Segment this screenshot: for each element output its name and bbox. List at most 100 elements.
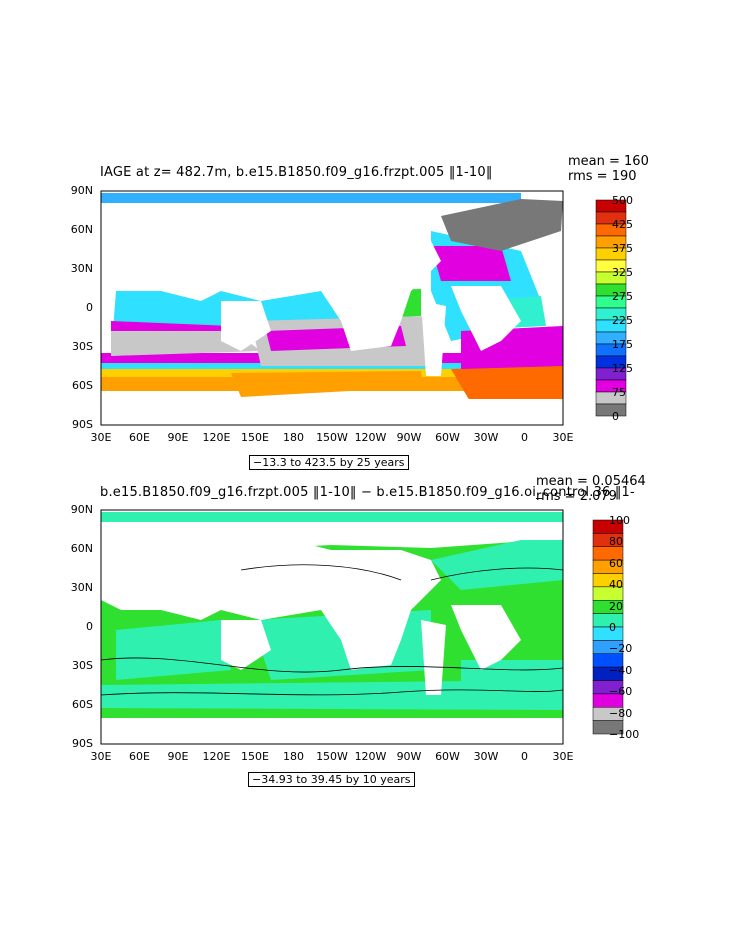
panel1-continent	[451, 286, 521, 351]
panel1-colorbar-label: 275	[612, 290, 633, 303]
panel2-ocean-region	[116, 620, 231, 680]
panel1-colorbar-label: 500	[612, 194, 633, 207]
panel1-lon-label: 180	[283, 431, 304, 444]
panel2-lon-label: 120E	[202, 750, 231, 763]
panel1-lon-label: 90W	[396, 431, 422, 444]
panel2-continent	[451, 605, 521, 670]
panel2-colorbar-label: −40	[609, 663, 633, 677]
panel1-colorbar-label: 175	[612, 338, 633, 351]
panel1-lon-label: 150E	[241, 431, 269, 444]
panel2-lon-label: 150W	[316, 750, 348, 763]
panel2-range: −34.93 to 39.45 by 10 years	[248, 772, 415, 787]
panel2-colorbar	[592, 519, 624, 735]
panel2-lon-label: 120W	[354, 750, 387, 763]
panel1-colorbar-label: 425	[612, 218, 633, 231]
panel1-lat-label: 0	[86, 301, 93, 314]
panel2-continent	[421, 620, 446, 695]
panel2-contour-line	[100, 657, 564, 673]
panel2-lat-label: 60N	[70, 542, 93, 555]
panel2-map	[100, 509, 564, 745]
panel2-ocean-band	[101, 512, 563, 522]
panel2-lon-label: 150E	[241, 750, 269, 763]
panel2-lat-label: 60S	[72, 698, 93, 711]
panel1-colorbar-label: 0	[612, 410, 619, 423]
panel2-lat-label: 0	[86, 620, 93, 633]
panel1-ocean-band	[101, 193, 521, 203]
panel1-lon-label: 150W	[316, 431, 348, 444]
panel1-lon-label: 30E	[552, 431, 574, 444]
panel2-colorbar-label: −60	[609, 685, 633, 699]
panel2-contour-line	[430, 567, 564, 581]
panel2-colorbar-label: −100	[609, 728, 640, 741]
panel1-lat-label: 90S	[72, 418, 93, 431]
panel2-lon-label: 90W	[396, 750, 422, 763]
panel2-ocean-region	[431, 540, 563, 590]
panel1-continent	[421, 301, 446, 376]
panel2-continent	[221, 620, 271, 670]
panel2-lon-label: 30W	[473, 750, 499, 763]
panel1-ocean-region	[231, 371, 423, 397]
panel1-rms: rms = 190	[568, 169, 637, 184]
panel2-colorbar-label: 20	[609, 599, 623, 613]
panel2-continent	[101, 718, 563, 744]
panel1-colorbar-label: 375	[612, 242, 633, 255]
panel1-lat-label: 60N	[70, 223, 93, 236]
panel1-colorbar-label: 225	[612, 314, 633, 327]
panel1-lon-label: 30E	[90, 431, 112, 444]
panel2-lat-label: 30S	[72, 659, 93, 672]
panel2-lon-label: 0	[521, 750, 528, 763]
panel2-colorbar-label: 40	[609, 578, 623, 592]
panel1-range: −13.3 to 423.5 by 25 years	[249, 455, 409, 470]
panel2-contour-line	[100, 689, 564, 696]
panel2-lon-label: 30E	[90, 750, 112, 763]
panel1-title: IAGE at z= 482.7m, b.e15.B1850.f09_g16.f…	[100, 165, 493, 180]
panel1-continent	[101, 205, 441, 351]
panel1-ocean-region	[451, 365, 563, 403]
panel2-lon-label: 180	[283, 750, 304, 763]
panel1-continent	[101, 399, 563, 425]
panel2-colorbar-label: −20	[609, 642, 633, 656]
panel1-lat-label: 30N	[70, 262, 93, 275]
panel1-colorbar-label: 125	[612, 362, 633, 375]
panel2-lon-label: 30E	[552, 750, 574, 763]
panel2-contour-line	[240, 564, 402, 581]
panel1-ocean-region	[441, 199, 563, 251]
panel1-lat-label: 90N	[70, 184, 93, 197]
panel1-lon-label: 90E	[167, 431, 189, 444]
panel1-lon-label: 0	[521, 431, 528, 444]
panel1-mean: mean = 160	[568, 154, 649, 169]
panel1-lon-label: 30W	[473, 431, 499, 444]
panel1-lon-label: 60E	[129, 431, 150, 444]
panel1-map	[100, 190, 564, 426]
panel2-lat-label: 90N	[70, 503, 93, 516]
panel1-lon-label: 120W	[354, 431, 387, 444]
panel1-lon-label: 120E	[202, 431, 231, 444]
panel2-rms: rms = 2.079	[536, 489, 617, 504]
panel2-colorbar-label: 80	[609, 535, 623, 549]
panel2-colorbar-label: 0	[609, 621, 616, 634]
panel1-ocean-region	[111, 321, 233, 331]
panel2-colorbar-swatch	[592, 626, 624, 641]
panel2-title: b.e15.B1850.f09_g16.frzpt.005 ‖1-10‖ − b…	[100, 485, 635, 500]
panel1-ocean-band	[101, 363, 563, 371]
panel2-lon-label: 90E	[167, 750, 189, 763]
panel2-colorbar-label: 60	[609, 556, 623, 570]
panel2-lon-label: 60W	[435, 750, 460, 763]
panel1-lat-label: 60S	[72, 379, 93, 392]
panel2-colorbar-swatch	[592, 613, 624, 628]
panel1-continent	[221, 301, 271, 351]
panel2-continent	[101, 524, 441, 670]
panel1-lon-label: 60W	[435, 431, 460, 444]
panel1-colorbar-label: 75	[612, 386, 626, 399]
panel1-colorbar-swatch	[595, 403, 627, 417]
panel1-colorbar-label: 325	[612, 266, 633, 279]
panel2-colorbar-label: 100	[609, 514, 630, 527]
panel2-mean: mean = 0.05464	[536, 474, 646, 489]
panel1-ocean-region	[431, 246, 511, 281]
panel2-lat-label: 90S	[72, 737, 93, 750]
panel2-colorbar-label: −80	[609, 706, 633, 720]
panel2-lat-label: 30N	[70, 581, 93, 594]
panel1-lat-label: 30S	[72, 340, 93, 353]
panel1-colorbar	[595, 199, 627, 417]
panel2-lon-label: 60E	[129, 750, 150, 763]
